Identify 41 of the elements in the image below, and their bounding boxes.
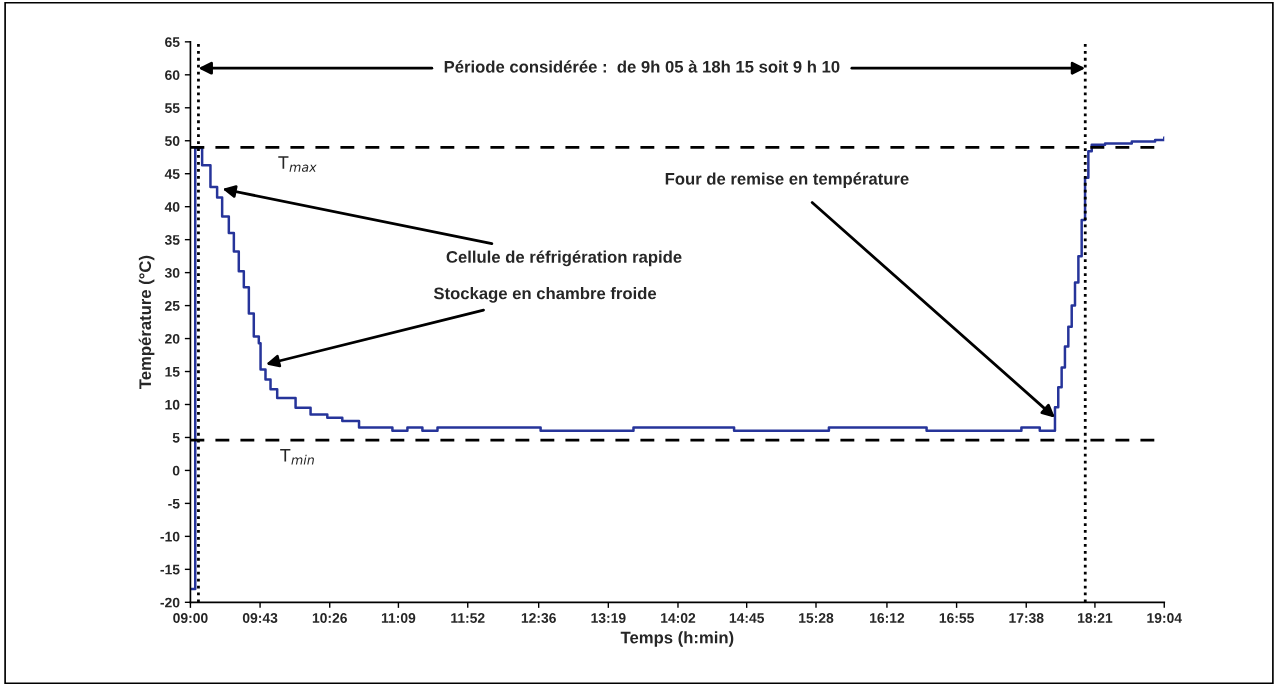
y-tick-label: 40 xyxy=(164,202,180,212)
y-tick-label: -10 xyxy=(160,531,180,542)
y-tick-label: 15 xyxy=(165,367,180,377)
x-tick-label: 16:55 xyxy=(939,613,974,623)
y-axis-title: Température (°C) xyxy=(138,255,155,389)
x-tick-label: 11:09 xyxy=(381,613,416,623)
x-axis-title: Temps (h:min) xyxy=(620,631,734,647)
x-tick-label: 11:52 xyxy=(451,613,485,623)
y-tick-label: 65 xyxy=(165,37,180,48)
y-tick-label: 20 xyxy=(165,333,180,344)
y-tick-label: 55 xyxy=(164,103,180,113)
x-tick-label: 15:28 xyxy=(799,613,834,623)
x-tick-label: 13:19 xyxy=(591,613,626,623)
annotation: Période considérée : de 9h 05 à 18h 15 soit 9 h 10 xyxy=(444,60,840,73)
x-tick-label: 18:21 xyxy=(1078,613,1113,623)
y-tick-label: 45 xyxy=(164,169,180,179)
x-tick-label: 19:04 xyxy=(1147,613,1182,623)
x-tick-label: 12:36 xyxy=(521,613,556,623)
y-tick-label: 10 xyxy=(165,399,180,410)
y-tick-label: 35 xyxy=(164,234,180,245)
x-tick-label: 09:43 xyxy=(242,613,278,623)
x-tick-label: 14:02 xyxy=(661,613,696,623)
ref-line-label: T$_{max}$ xyxy=(278,156,317,172)
y-tick-label: 25 xyxy=(165,300,180,311)
ref-line-label: T$_{min}$ xyxy=(280,449,314,465)
x-tick-label: 16:12 xyxy=(870,613,905,623)
x-tick-label: 14:45 xyxy=(729,613,765,623)
annotation: Cellule de réfrigération rapide xyxy=(446,250,682,267)
y-tick-label: 30 xyxy=(164,267,180,278)
x-tick-label: 10:26 xyxy=(312,613,347,623)
y-tick-label: 0 xyxy=(172,465,180,476)
y-tick-label: -5 xyxy=(168,498,180,509)
y-tick-label: 60 xyxy=(165,70,180,80)
y-tick-label: -20 xyxy=(160,597,180,608)
x-tick-label: 17:38 xyxy=(1009,613,1044,623)
annotation: Stockage en chambre froide xyxy=(433,287,657,303)
y-tick-label: 5 xyxy=(172,432,180,443)
annotation: Four de remise en température xyxy=(665,172,909,189)
y-tick-label: 50 xyxy=(164,136,180,146)
x-tick-label: 09:00 xyxy=(173,613,208,623)
y-tick-label: -15 xyxy=(160,564,180,575)
